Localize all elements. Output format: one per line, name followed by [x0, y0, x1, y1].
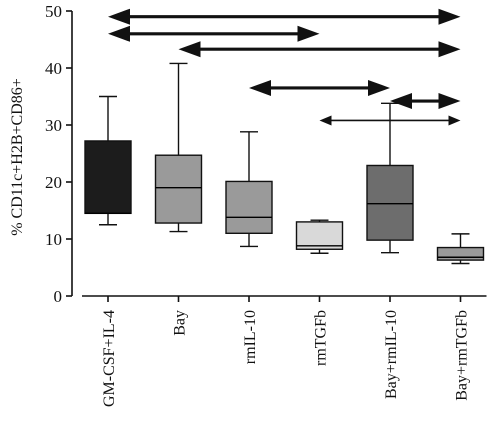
x-tick-label: GM-CSF+IL-4	[101, 310, 118, 407]
comparison-arrowhead-left	[249, 79, 271, 96]
x-tick-label: rmTGFb	[313, 310, 330, 366]
comparison-arrowhead-left	[390, 93, 412, 110]
y-tick-label: 40	[45, 59, 62, 78]
comparison-arrowhead-left	[108, 8, 130, 25]
comparison-arrowhead-left	[108, 25, 130, 42]
plot-area: 0 10 20 30 40 50 GM-CSF+IL-4 Bay rmIL-10 rmTGFb Ba…	[45, 2, 487, 407]
box-GM-CSF+IL-4	[84, 140, 132, 215]
comparison-arrowhead-right	[297, 25, 320, 42]
box-Bay+rmIL-10	[366, 164, 414, 241]
y-tick-label: 50	[45, 2, 62, 21]
y-tick-label: 0	[54, 287, 63, 306]
x-tick-label: Bay	[172, 310, 189, 336]
comparison-arrowhead-left	[178, 41, 201, 58]
box-rmIL-10	[225, 180, 273, 234]
x-tick-label: rmIL-10	[242, 310, 259, 364]
box-Bay	[154, 154, 203, 224]
y-axis-label: % CD11c+H2B+CD86+	[9, 78, 26, 236]
x-tick-label: Bay+rmIL-10	[383, 310, 400, 399]
comparison-arrowhead-right	[438, 8, 461, 25]
comparison-arrowhead-right	[438, 93, 461, 110]
y-tick-label: 20	[45, 173, 62, 192]
box-rmTGFb	[295, 221, 344, 250]
comparison-arrowhead-left	[319, 115, 332, 126]
y-tick-label: 30	[45, 116, 62, 135]
comparison-arrowhead-right	[448, 115, 461, 126]
y-tick-label: 10	[45, 230, 62, 249]
comparison-arrowhead-right	[368, 79, 390, 96]
box-Bay+rmTGFb	[436, 246, 485, 261]
comparison-arrowhead-right	[438, 41, 461, 58]
x-tick-label: Bay+rmTGFb	[454, 310, 471, 401]
